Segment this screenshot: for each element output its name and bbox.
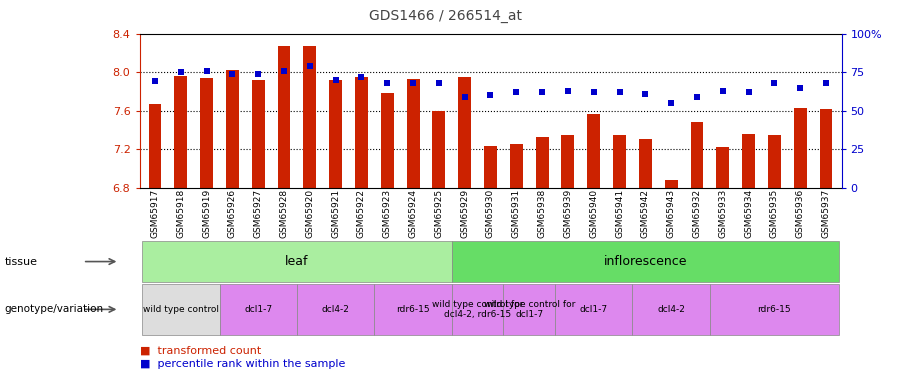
Bar <box>665 180 678 188</box>
Bar <box>452 241 839 282</box>
Text: wild type control for
dcl4-2, rdr6-15: wild type control for dcl4-2, rdr6-15 <box>432 300 523 319</box>
Text: dcl1-7: dcl1-7 <box>244 305 273 314</box>
Bar <box>710 284 839 334</box>
Bar <box>226 70 239 188</box>
Bar <box>303 46 316 188</box>
Bar <box>633 284 710 334</box>
Bar <box>639 140 652 188</box>
Bar <box>768 135 781 188</box>
Bar <box>297 284 374 334</box>
Bar <box>555 284 633 334</box>
Text: rdr6-15: rdr6-15 <box>396 305 430 314</box>
Bar <box>510 144 523 188</box>
Text: tissue: tissue <box>4 256 38 267</box>
Bar <box>329 80 342 188</box>
Text: dcl1-7: dcl1-7 <box>580 305 608 314</box>
Text: ■  transformed count: ■ transformed count <box>140 346 261 355</box>
Bar <box>503 284 555 334</box>
Text: inflorescence: inflorescence <box>604 255 687 268</box>
Text: leaf: leaf <box>285 255 309 268</box>
Text: rdr6-15: rdr6-15 <box>758 305 791 314</box>
Bar <box>794 108 806 188</box>
Bar <box>452 284 503 334</box>
Text: GDS1466 / 266514_at: GDS1466 / 266514_at <box>369 9 522 23</box>
Bar <box>613 135 626 188</box>
Bar <box>690 122 704 188</box>
Text: wild type control for
dcl1-7: wild type control for dcl1-7 <box>483 300 575 319</box>
Bar <box>820 109 832 188</box>
Bar <box>200 78 213 188</box>
Bar <box>277 46 291 188</box>
Text: wild type control: wild type control <box>143 305 219 314</box>
Bar <box>588 114 600 188</box>
Bar <box>536 136 549 188</box>
Bar <box>252 80 265 188</box>
Bar <box>374 284 452 334</box>
Text: genotype/variation: genotype/variation <box>4 304 104 314</box>
Bar <box>220 284 297 334</box>
Bar <box>142 284 220 334</box>
Bar <box>407 79 419 188</box>
Bar <box>355 77 368 188</box>
Text: ■  percentile rank within the sample: ■ percentile rank within the sample <box>140 359 345 369</box>
Bar <box>381 93 393 188</box>
Bar <box>432 111 446 188</box>
Bar <box>148 104 161 188</box>
Bar <box>716 147 729 188</box>
Bar <box>742 134 755 188</box>
Text: dcl4-2: dcl4-2 <box>657 305 685 314</box>
Bar <box>142 241 452 282</box>
Text: dcl4-2: dcl4-2 <box>321 305 349 314</box>
Bar <box>175 76 187 188</box>
Bar <box>562 135 574 188</box>
Bar <box>458 77 471 188</box>
Bar <box>484 146 497 188</box>
